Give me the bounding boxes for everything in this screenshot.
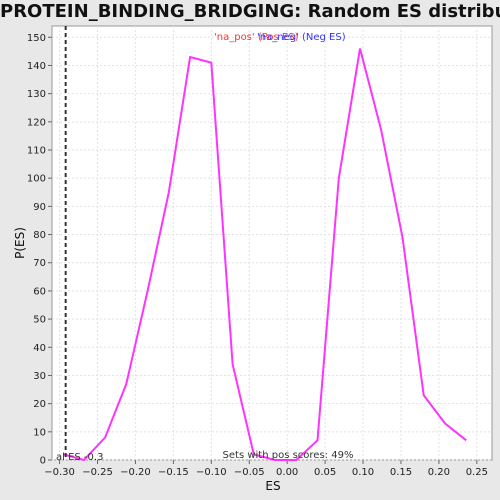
x-tick-label: −0.30 (44, 467, 75, 478)
grid-layer (52, 26, 492, 461)
y-tick-label: 140 (27, 61, 46, 72)
y-tick-label: 0 (40, 456, 46, 467)
x-tick-label: 0.05 (314, 467, 336, 478)
y-tick-label: 60 (33, 286, 46, 297)
series-line (63, 48, 467, 462)
x-tick-label: −0.20 (120, 467, 151, 478)
y-tick-label: 80 (33, 230, 46, 241)
actual-es-annotation: al ES -0.3 (56, 452, 103, 463)
y-tick-label: 150 (27, 33, 46, 44)
y-tick-label: 120 (27, 117, 46, 128)
axes-layer: 0 10 20 30 40 50 60 70 80 90 100 110 120 130 140 150 −0.… (27, 33, 488, 478)
y-tick-label: 30 (33, 371, 46, 382)
y-tick-label: 20 (33, 399, 46, 410)
series-layer (63, 48, 467, 462)
sets-pos-annotation: Sets with pos scores: 49% (223, 450, 354, 461)
plot-background (51, 25, 493, 461)
x-tick-label: −0.05 (234, 467, 265, 478)
y-tick-label: 10 (33, 427, 46, 438)
x-tick-label: 0.15 (390, 467, 412, 478)
y-axis-label: P(ES) (13, 227, 27, 259)
y-tick-label: 50 (33, 315, 46, 326)
legend-neg-label: 'na_neg' (Neg ES) (257, 32, 346, 43)
y-tick-label: 110 (27, 146, 46, 157)
x-tick-label: 0.25 (466, 467, 488, 478)
x-tick-label: −0.15 (158, 467, 189, 478)
y-tick-label: 90 (33, 202, 46, 213)
x-tick-label: −0.25 (82, 467, 113, 478)
x-tick-label: 0.00 (276, 467, 298, 478)
legend-pos-label: 'na_pos' (Pos ES) (214, 32, 299, 43)
x-tick-label: 0.20 (428, 467, 450, 478)
y-tick-label: 100 (27, 174, 46, 185)
x-tick-label: −0.10 (196, 467, 227, 478)
y-tick-label: 130 (27, 89, 46, 100)
y-tick-label: 70 (33, 258, 46, 269)
x-axis-label: ES (265, 479, 280, 493)
y-tick-label: 40 (33, 343, 46, 354)
x-tick-label: 0.10 (352, 467, 374, 478)
chart-title: PROTEIN_BINDING_BRIDGING: Random ES dist… (0, 1, 500, 22)
